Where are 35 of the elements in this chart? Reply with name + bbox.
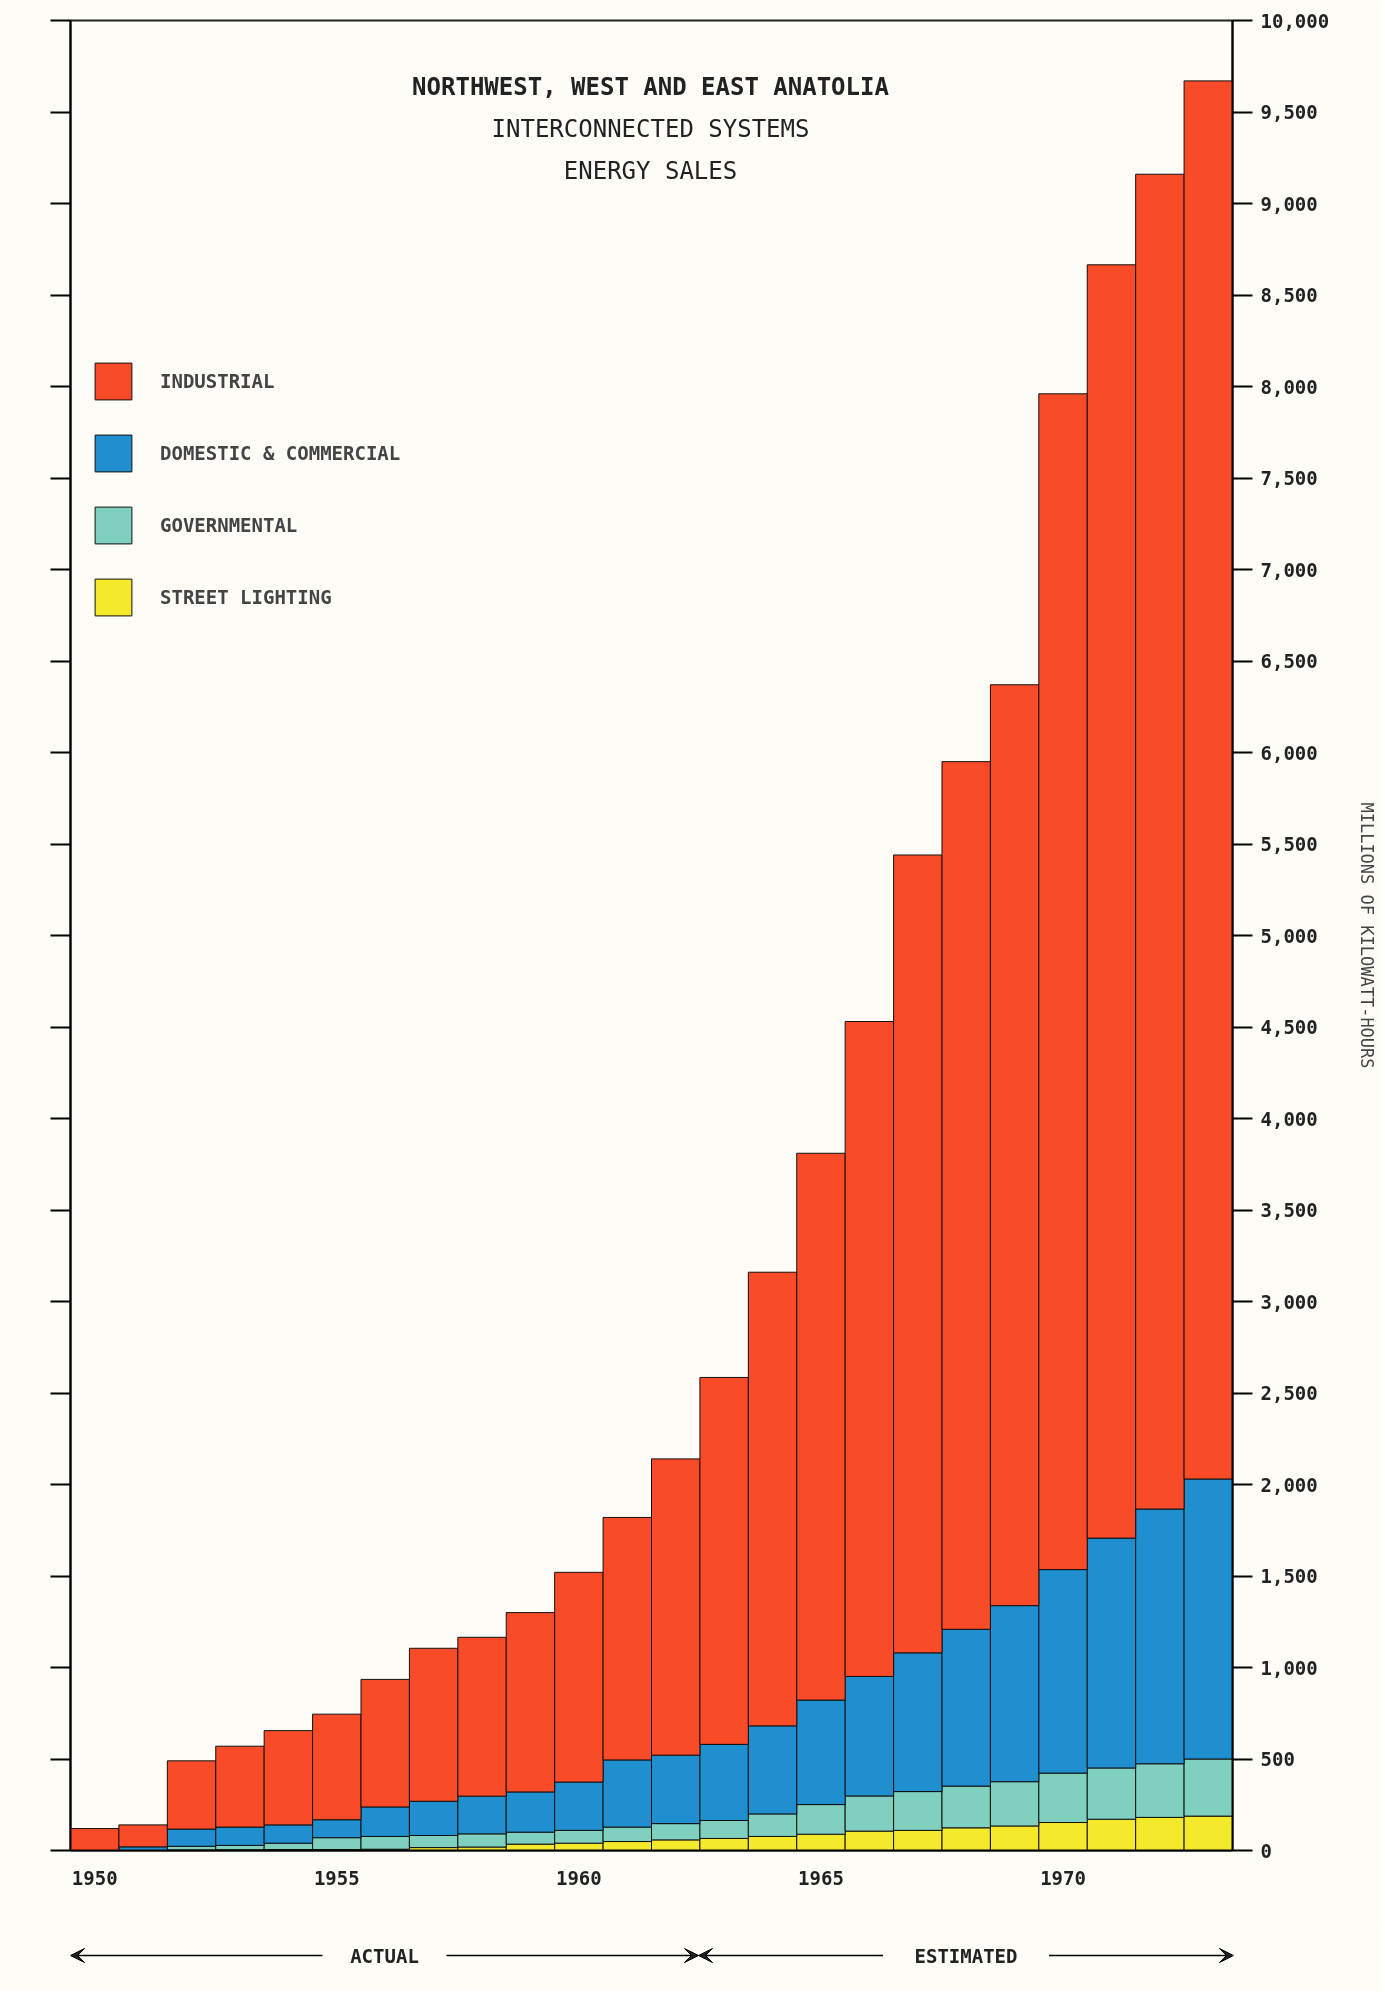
x-tick-label: 1965 [798, 1866, 844, 1889]
y-tick-label: 1,000 [1260, 1656, 1318, 1679]
y-tick-label: 7,000 [1260, 558, 1318, 581]
y-tick-label: 4,500 [1260, 1016, 1318, 1038]
legend-label: INDUSTRIAL [160, 370, 275, 392]
x-tick-label: 1955 [313, 1866, 360, 1889]
y-tick-label: 6,500 [1260, 650, 1318, 672]
y-tick-label: 2,500 [1260, 1382, 1318, 1404]
y-tick-label: 4,000 [1260, 1107, 1318, 1130]
text: ACTUAL [350, 1944, 419, 1967]
y-tick-label: 2,000 [1260, 1473, 1318, 1496]
y-tick-label: 3,500 [1260, 1199, 1318, 1221]
y-tick-label: 0 [1260, 1839, 1272, 1862]
y-tick-label: 3,000 [1260, 1290, 1318, 1313]
y-tick-label: 8,500 [1260, 284, 1318, 306]
x-tick-label: 1950 [71, 1866, 118, 1889]
legend-label: STREET LIGHTING [160, 586, 332, 608]
y-tick-label: 6,000 [1260, 741, 1318, 764]
legend-label: DOMESTIC & COMMERCIAL [160, 442, 401, 464]
y-tick-label: 1,500 [1260, 1565, 1318, 1587]
y-tick-label: 9,000 [1260, 192, 1318, 215]
y-tick-label: 5,000 [1260, 924, 1318, 947]
y-tick-label: 8,000 [1260, 375, 1318, 398]
y-axis-title: MILLIONS OF KILOWATT-HOURS [1357, 802, 1378, 1069]
text: NORTHWEST, WEST AND EAST ANATOLIA [412, 72, 890, 101]
text: ESTIMATED [914, 1944, 1018, 1967]
x-tick-label: 1970 [1040, 1866, 1086, 1889]
y-tick-label: 10,000 [1260, 9, 1330, 32]
legend-label: GOVERNMENTAL [160, 514, 298, 536]
y-tick-label: 500 [1260, 1748, 1295, 1770]
text: INTERCONNECTED SYSTEMS ENERGY SALES [491, 114, 810, 185]
y-tick-label: 7,500 [1260, 467, 1318, 489]
y-tick-label: 5,500 [1260, 833, 1318, 855]
x-tick-label: 1960 [556, 1866, 602, 1889]
y-tick-label: 9,500 [1260, 101, 1318, 123]
